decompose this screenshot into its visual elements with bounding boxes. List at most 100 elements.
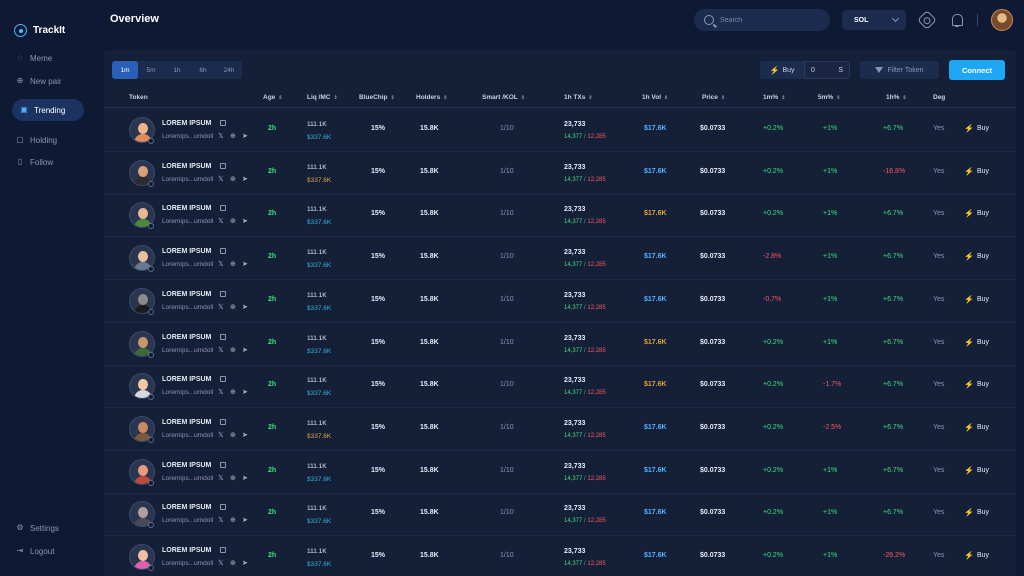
row-buy-button[interactable]: ⚡ Buy: [964, 508, 989, 517]
globe-icon[interactable]: ⊕: [230, 560, 236, 567]
x-twitter-icon[interactable]: 𝕏: [218, 133, 224, 140]
gear-icon[interactable]: [917, 10, 937, 30]
copy-icon[interactable]: [220, 120, 226, 126]
x-twitter-icon[interactable]: 𝕏: [218, 517, 224, 525]
table-row[interactable]: LOREM IPSUM Loremips...umdoll 𝕏 ⊕ ➤ 2h 1…: [104, 280, 1016, 323]
sidebar-item-new-pair[interactable]: ⊕ New pair: [12, 71, 66, 91]
telegram-icon[interactable]: ➤: [242, 389, 248, 397]
sidebar-item-holding[interactable]: ▢ Holding: [12, 130, 61, 150]
sidebar-item-settings[interactable]: ⚙ Settings: [12, 518, 63, 538]
bell-icon[interactable]: [950, 13, 964, 27]
app-logo[interactable]: TrackIt: [14, 24, 65, 37]
x-twitter-icon[interactable]: 𝕏: [218, 474, 224, 482]
globe-icon[interactable]: ⊕: [230, 389, 236, 397]
chain-select[interactable]: SOL: [842, 10, 906, 30]
telegram-icon[interactable]: ➤: [242, 218, 248, 226]
copy-icon[interactable]: [220, 376, 226, 383]
sidebar-item-trending[interactable]: ▣ Trending: [12, 99, 84, 121]
sidebar-item-logout[interactable]: ⇥ Logout: [12, 541, 58, 561]
tab-timeframe-6h[interactable]: 6h: [199, 66, 207, 74]
globe-icon[interactable]: ⊕: [230, 517, 236, 525]
telegram-icon[interactable]: ➤: [242, 133, 248, 140]
globe-icon[interactable]: ⊕: [230, 218, 236, 226]
filter-token-button[interactable]: Filter Token: [860, 61, 939, 79]
sidebar-item-follow[interactable]: ▯ Follow: [12, 152, 57, 172]
row-buy-button[interactable]: ⚡ Buy: [964, 124, 989, 133]
telegram-icon[interactable]: ➤: [242, 431, 248, 439]
globe-icon[interactable]: ⊕: [230, 133, 236, 140]
globe-icon[interactable]: ⊕: [230, 346, 236, 354]
table-row[interactable]: LOREM IPSUM Loremips...umdoll 𝕏 ⊕ ➤ 2h 1…: [104, 493, 1016, 537]
row-buy-button[interactable]: ⚡ Buy: [964, 295, 989, 304]
x-twitter-icon[interactable]: 𝕏: [218, 218, 224, 226]
row-buy-button[interactable]: ⚡ Buy: [964, 209, 989, 218]
x-twitter-icon[interactable]: 𝕏: [218, 560, 224, 567]
col-txs[interactable]: 1h TXs ⇕: [564, 94, 593, 101]
table-row[interactable]: LOREM IPSUM Loremips...umdoll 𝕏 ⊕ ➤ 2h 1…: [104, 408, 1016, 451]
sidebar-item-meme[interactable]: ◌ Meme: [12, 48, 56, 68]
col-smart-kol[interactable]: Smart /KOL ⇕: [482, 94, 525, 101]
col-liq-mc[interactable]: Liq /MC ⇕: [307, 94, 338, 101]
search-box[interactable]: [694, 9, 830, 31]
table-row[interactable]: LOREM IPSUM Loremips...umdoll 𝕏 ⊕ ➤ 2h 1…: [104, 451, 1016, 494]
copy-icon[interactable]: [220, 162, 226, 169]
tab-timeframe-1h[interactable]: 1h: [173, 66, 181, 74]
copy-icon[interactable]: [220, 547, 226, 553]
col-vol[interactable]: 1h Vol ⇕: [642, 94, 669, 101]
telegram-icon[interactable]: ➤: [242, 560, 248, 567]
col-1m[interactable]: 1m% ⇕: [763, 94, 786, 101]
x-twitter-icon[interactable]: 𝕏: [218, 175, 224, 183]
col-bluechip[interactable]: BlueChip ⇕: [359, 94, 395, 101]
col-5m[interactable]: 5m% ⇕: [818, 94, 841, 101]
row-buy-button[interactable]: ⚡ Buy: [964, 551, 989, 560]
row-buy-button[interactable]: ⚡ Buy: [964, 252, 989, 261]
telegram-icon[interactable]: ➤: [242, 175, 248, 183]
tab-timeframe-24h[interactable]: 24h: [223, 66, 235, 74]
row-buy-button[interactable]: ⚡ Buy: [964, 380, 989, 389]
telegram-icon[interactable]: ➤: [242, 303, 248, 311]
buy-amount-input[interactable]: 0 S: [804, 61, 850, 79]
telegram-icon[interactable]: ➤: [242, 474, 248, 482]
table-row[interactable]: LOREM IPSUM Loremips...umdoll 𝕏 ⊕ ➤ 2h 1…: [104, 194, 1016, 238]
row-buy-button[interactable]: ⚡ Buy: [964, 466, 989, 475]
copy-icon[interactable]: [220, 418, 226, 425]
row-buy-button[interactable]: ⚡ Buy: [964, 423, 989, 432]
telegram-icon[interactable]: ➤: [242, 346, 248, 354]
row-buy-button[interactable]: ⚡ Buy: [964, 338, 989, 347]
copy-icon[interactable]: [220, 248, 226, 255]
quick-buy-button[interactable]: ⚡ Buy: [760, 61, 804, 79]
telegram-icon[interactable]: ➤: [242, 261, 248, 269]
col-price[interactable]: Price ⇕: [702, 94, 726, 101]
col-holders[interactable]: Holders ⇕: [416, 94, 448, 101]
copy-icon[interactable]: [220, 461, 226, 468]
table-row[interactable]: LOREM IPSUM Loremips...umdoll 𝕏 ⊕ ➤ 2h 1…: [104, 323, 1016, 366]
globe-icon[interactable]: ⊕: [230, 303, 236, 311]
globe-icon[interactable]: ⊕: [230, 175, 236, 183]
table-row[interactable]: LOREM IPSUM Loremips...umdoll 𝕏 ⊕ ➤ 2h 1…: [104, 237, 1016, 281]
x-twitter-icon[interactable]: 𝕏: [218, 389, 224, 397]
table-row[interactable]: LOREM IPSUM Loremips...umdoll 𝕏 ⊕ ➤ 2h 1…: [104, 152, 1016, 195]
tab-timeframe-1m[interactable]: 1m: [112, 61, 138, 79]
user-avatar[interactable]: [991, 9, 1013, 31]
table-row[interactable]: LOREM IPSUM Loremips...umdoll 𝕏 ⊕ ➤ 2h 1…: [104, 365, 1016, 409]
x-twitter-icon[interactable]: 𝕏: [218, 261, 224, 269]
copy-icon[interactable]: [220, 333, 226, 340]
x-twitter-icon[interactable]: 𝕏: [218, 303, 224, 311]
globe-icon[interactable]: ⊕: [230, 261, 236, 269]
copy-icon[interactable]: [220, 205, 226, 212]
col-1h[interactable]: 1h% ⇕: [886, 94, 907, 101]
table-row[interactable]: LOREM IPSUM Loremips...umdoll 𝕏 ⊕ ➤ 2h 1…: [104, 536, 1016, 576]
x-twitter-icon[interactable]: 𝕏: [218, 346, 224, 354]
connect-button[interactable]: Connect: [949, 60, 1005, 80]
x-twitter-icon[interactable]: 𝕏: [218, 431, 224, 439]
row-buy-button[interactable]: ⚡ Buy: [964, 167, 989, 176]
globe-icon[interactable]: ⊕: [230, 474, 236, 482]
table-row[interactable]: LOREM IPSUM Loremips...umdoll 𝕏 ⊕ ➤ 2h 1…: [104, 109, 1016, 152]
copy-icon[interactable]: [220, 504, 226, 511]
col-age[interactable]: Age ⇕: [263, 94, 283, 101]
globe-icon[interactable]: ⊕: [230, 431, 236, 439]
tab-timeframe-5m[interactable]: 5m: [146, 66, 156, 74]
search-input[interactable]: [720, 16, 820, 24]
telegram-icon[interactable]: ➤: [242, 517, 248, 525]
copy-icon[interactable]: [220, 290, 226, 297]
